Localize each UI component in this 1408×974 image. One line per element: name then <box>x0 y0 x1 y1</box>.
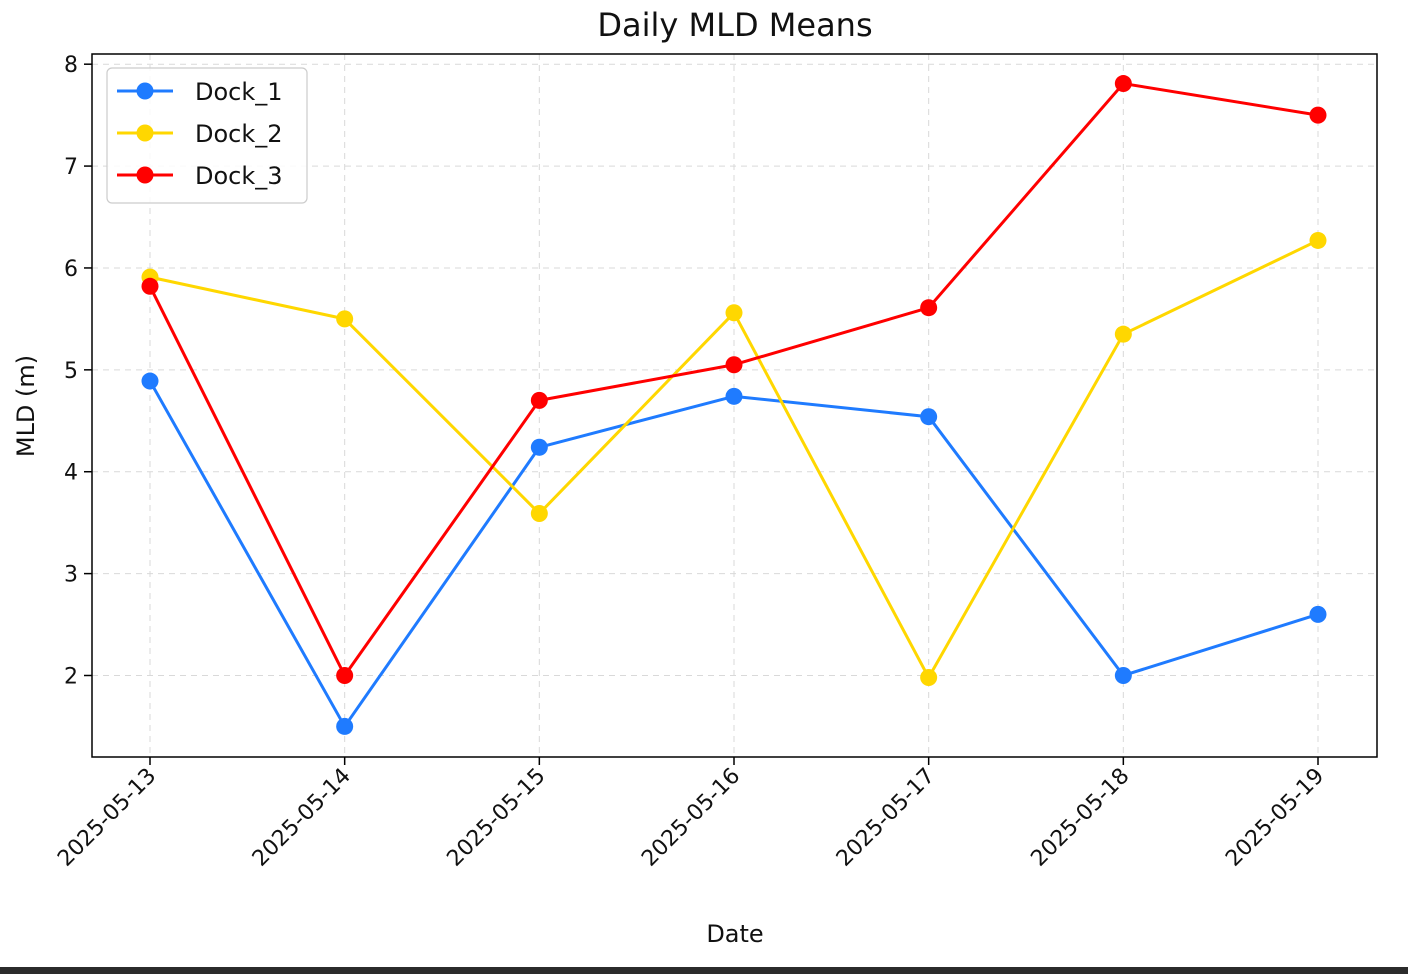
legend-label: Dock_2 <box>195 120 283 148</box>
legend-marker <box>136 82 154 100</box>
data-point <box>920 669 938 687</box>
x-tick-label: 2025-05-14 <box>248 764 356 872</box>
series-dock-2 <box>141 231 1327 687</box>
data-point <box>336 310 354 328</box>
y-tick-label: 6 <box>64 257 78 282</box>
data-point <box>725 387 743 405</box>
x-tick-label: 2025-05-17 <box>832 764 940 872</box>
data-point <box>725 304 743 322</box>
y-tick-label: 4 <box>64 461 78 486</box>
x-tick-label: 2025-05-16 <box>637 764 745 872</box>
y-tick-label: 5 <box>64 359 78 384</box>
grid-layer <box>92 54 1377 757</box>
x-axis-title: Date <box>706 920 763 948</box>
data-point <box>1309 605 1327 623</box>
y-tick-label: 8 <box>64 53 78 78</box>
data-point <box>725 356 743 374</box>
legend-label: Dock_1 <box>195 78 283 106</box>
y-tick-label: 7 <box>64 155 78 180</box>
data-point <box>336 717 354 735</box>
data-point <box>141 372 159 390</box>
x-axis-ticks: 2025-05-13 2025-05-14 2025-05-15 2025-05-16… <box>53 757 1329 872</box>
data-point <box>530 438 548 456</box>
x-tick-label: 2025-05-13 <box>53 764 161 872</box>
legend-marker <box>136 124 154 142</box>
y-tick-label: 2 <box>64 664 78 689</box>
y-axis-title: MLD (m) <box>12 355 40 457</box>
data-point <box>336 666 354 684</box>
legend-marker <box>136 166 154 184</box>
x-tick-label: 2025-05-19 <box>1221 764 1329 872</box>
chart-title: Daily MLD Means <box>597 6 872 44</box>
bottom-bar <box>0 967 1408 974</box>
legend-label: Dock_3 <box>195 162 283 190</box>
legend: Dock_1 Dock_2 Dock_3 <box>106 67 308 204</box>
data-point <box>1309 106 1327 124</box>
y-tick-label: 3 <box>64 563 78 588</box>
data-point <box>530 504 548 522</box>
data-point <box>1114 666 1132 684</box>
data-point <box>1309 231 1327 249</box>
legend-item: Dock_1 <box>117 78 283 106</box>
legend-box <box>106 67 308 204</box>
data-point <box>920 408 938 426</box>
x-tick-label: 2025-05-15 <box>442 764 550 872</box>
series-dock-3 <box>141 75 1327 684</box>
data-point <box>530 391 548 409</box>
series-dock-1 <box>141 372 1327 735</box>
legend-item: Dock_3 <box>117 162 283 190</box>
x-tick-label: 2025-05-18 <box>1026 764 1134 872</box>
y-axis-ticks: 2 3 4 5 6 7 8 <box>64 53 92 689</box>
data-point <box>920 299 938 317</box>
data-point <box>141 277 159 295</box>
data-point <box>1114 75 1132 93</box>
legend-item: Dock_2 <box>117 120 283 148</box>
data-point <box>1114 325 1132 343</box>
series-layer <box>141 75 1327 735</box>
